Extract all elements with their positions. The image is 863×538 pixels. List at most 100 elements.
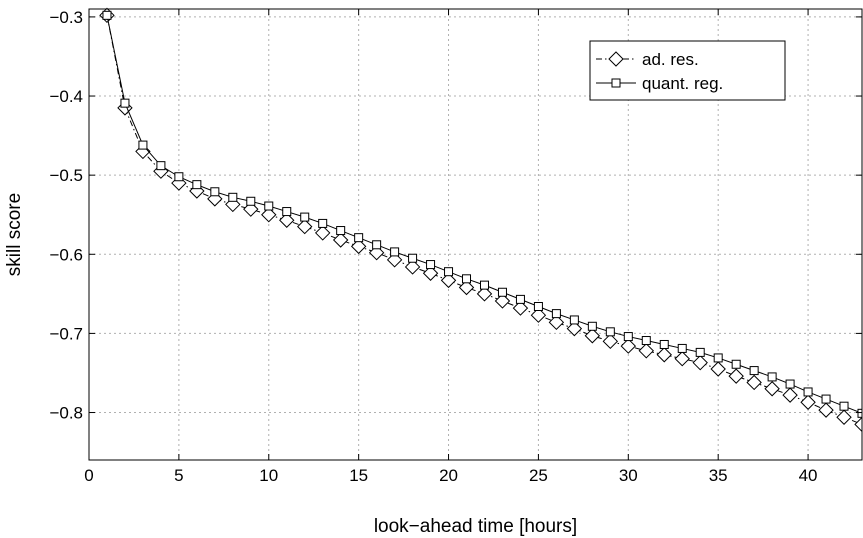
legend-box xyxy=(589,40,786,101)
diamond-marker xyxy=(476,286,493,302)
legend-square-marker xyxy=(611,78,621,88)
legend-label: quant. reg. xyxy=(642,74,723,93)
x-tick-label: 5 xyxy=(174,466,183,485)
legend-label: ad. res. xyxy=(642,50,699,69)
x-tick-label: 20 xyxy=(439,466,458,485)
legend: ad. res. quant. reg. xyxy=(589,40,786,101)
square-marker xyxy=(390,247,400,257)
diamond-marker xyxy=(332,232,349,248)
y-tick-label: −0.5 xyxy=(49,166,83,185)
diamond-marker xyxy=(854,416,862,433)
square-marker xyxy=(264,201,274,211)
diamond-marker xyxy=(836,409,852,425)
diamond-marker xyxy=(620,338,637,354)
square-marker xyxy=(228,192,238,202)
diamond-marker xyxy=(602,333,619,350)
square-marker xyxy=(749,366,759,376)
square-marker xyxy=(551,309,561,319)
square-marker xyxy=(408,253,418,263)
legend-entry: quant. reg. xyxy=(596,74,723,93)
x-axis-label: look−ahead time [hours] xyxy=(374,516,577,537)
square-marker xyxy=(354,233,364,243)
square-marker xyxy=(192,180,202,190)
diamond-marker xyxy=(297,218,313,235)
diamond-marker xyxy=(656,347,672,363)
diamond-marker xyxy=(566,320,583,337)
square-marker xyxy=(174,172,184,182)
y-axis-label: skill score xyxy=(4,193,25,276)
diamond-marker xyxy=(440,272,457,289)
diamond-marker xyxy=(710,361,726,377)
y-tick-label: −0.4 xyxy=(49,87,83,106)
legend-diamond-marker xyxy=(608,51,624,67)
square-marker xyxy=(803,387,813,397)
diamond-marker xyxy=(638,343,654,359)
square-marker xyxy=(444,267,454,277)
diamond-marker xyxy=(584,328,601,344)
diamond-marker xyxy=(494,293,511,309)
square-marker xyxy=(426,260,436,270)
square-marker xyxy=(659,339,669,349)
square-marker xyxy=(479,280,489,290)
axis-ticks: 0 5 10 15 20 25 30 35 40 −0.3 −0.4 −0.5 −0.6 −0.7 −0.8 xyxy=(49,8,862,485)
diamond-marker xyxy=(512,300,529,316)
plot-frame xyxy=(88,8,863,461)
square-marker xyxy=(318,218,328,228)
x-tick-label: 40 xyxy=(799,466,818,485)
diamond-marker xyxy=(261,207,277,223)
diamond-marker xyxy=(548,314,565,331)
square-marker xyxy=(587,321,597,331)
y-tick-label: −0.6 xyxy=(49,245,83,264)
y-tick-label: −0.7 xyxy=(49,324,83,343)
diamond-marker xyxy=(350,238,367,255)
diamond-marker xyxy=(728,368,744,384)
x-tick-label: 0 xyxy=(84,466,93,485)
square-marker xyxy=(120,98,130,108)
diamond-marker xyxy=(692,354,708,371)
square-marker xyxy=(821,394,831,404)
square-marker xyxy=(569,315,579,325)
diamond-marker xyxy=(818,402,834,418)
legend-entry: ad. res. xyxy=(596,50,699,69)
square-marker xyxy=(533,302,543,312)
square-marker xyxy=(713,353,723,363)
x-tick-label: 15 xyxy=(349,466,368,485)
diamond-marker xyxy=(782,387,798,403)
diamond-marker xyxy=(422,265,439,281)
x-tick-label: 30 xyxy=(619,466,638,485)
square-marker xyxy=(731,359,741,369)
square-marker xyxy=(767,372,777,382)
square-marker xyxy=(462,274,472,284)
diamond-marker xyxy=(458,279,475,296)
square-marker xyxy=(497,287,507,297)
square-marker xyxy=(695,347,705,357)
square-marker xyxy=(210,187,220,197)
square-marker xyxy=(372,240,382,250)
legend-entries: ad. res. quant. reg. xyxy=(596,50,723,93)
y-tick-label: −0.8 xyxy=(49,404,83,423)
square-marker xyxy=(282,207,292,217)
x-tick-label: 35 xyxy=(709,466,728,485)
diamond-marker xyxy=(800,394,816,410)
y-tick-label: −0.3 xyxy=(49,8,83,27)
diamond-marker xyxy=(530,307,547,323)
x-tick-label: 25 xyxy=(529,466,548,485)
square-marker xyxy=(857,408,862,418)
square-marker xyxy=(785,379,795,389)
square-marker xyxy=(623,332,633,342)
diamond-marker xyxy=(674,351,690,367)
square-marker xyxy=(336,226,346,236)
square-marker xyxy=(605,327,615,337)
series-quant-reg xyxy=(102,10,862,418)
square-marker xyxy=(246,196,256,206)
x-tick-label: 10 xyxy=(259,466,278,485)
square-marker xyxy=(641,336,651,346)
square-marker xyxy=(102,10,112,20)
square-marker xyxy=(156,161,166,171)
square-marker xyxy=(677,343,687,353)
diamond-marker xyxy=(279,212,295,228)
diamond-marker xyxy=(764,381,780,397)
square-marker xyxy=(300,212,310,222)
diamond-marker xyxy=(404,259,421,275)
